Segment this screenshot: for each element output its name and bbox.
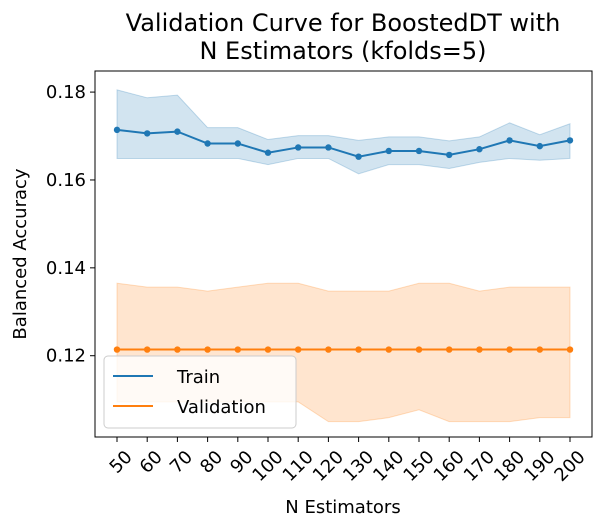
point-validation-110	[295, 346, 302, 353]
x-axis-label: N Estimators	[285, 497, 400, 518]
x-tick-label: 80	[196, 447, 227, 478]
y-tick-label: 0.12	[46, 346, 86, 367]
point-train-120	[325, 144, 332, 151]
x-tick-label: 70	[166, 447, 197, 478]
point-validation-70	[174, 346, 181, 353]
chart-title-line-1: Validation Curve for BoostedDT with	[126, 9, 561, 37]
point-train-200	[566, 137, 574, 144]
legend-label-train: Train	[176, 367, 220, 388]
point-train-90	[234, 140, 241, 147]
point-validation-140	[385, 346, 392, 353]
y-tick-label: 0.18	[46, 82, 86, 103]
point-validation-120	[325, 346, 332, 353]
x-tick-label: 50	[106, 447, 137, 478]
x-tick-label: 170	[460, 447, 499, 486]
line-train	[116, 128, 571, 158]
point-validation-180	[506, 346, 513, 353]
x-tick-label: 140	[369, 447, 408, 486]
x-tick-label: 190	[520, 447, 559, 486]
point-train-180	[506, 137, 513, 144]
x-tick-label: 100	[248, 447, 287, 486]
point-train-50	[113, 126, 121, 134]
point-validation-200	[566, 346, 574, 353]
y-axis-label: Balanced Accuracy	[10, 168, 31, 339]
point-train-80	[204, 140, 211, 147]
plot-frame	[94, 70, 593, 438]
point-validation-160	[446, 346, 453, 353]
point-train-130	[355, 153, 362, 160]
point-train-60	[144, 130, 151, 137]
point-train-70	[174, 128, 181, 135]
point-validation-150	[415, 346, 423, 353]
x-tick-label: 130	[339, 447, 378, 486]
legend-box	[103, 355, 297, 429]
x-tick-label: 120	[309, 447, 348, 486]
x-tick-label: 60	[136, 447, 167, 478]
point-train-140	[385, 147, 392, 155]
point-validation-170	[476, 346, 483, 353]
point-train-100	[264, 149, 272, 156]
x-tick-label: 150	[399, 447, 438, 486]
point-train-160	[446, 151, 453, 159]
x-tick-label: 200	[550, 447, 589, 486]
x-tick-label: 160	[430, 447, 469, 486]
y-tick-label: 0.16	[46, 170, 86, 191]
point-validation-190	[536, 346, 543, 353]
point-train-110	[295, 144, 302, 151]
point-validation-100	[264, 346, 272, 353]
legend: Train Validation	[103, 355, 297, 429]
point-train-170	[476, 146, 483, 153]
x-tick-label: 180	[490, 447, 529, 486]
y-tick-label: 0.14	[46, 258, 86, 279]
legend-label-validation: Validation	[177, 397, 266, 418]
x-tick-label: 110	[279, 447, 318, 486]
point-validation-80	[204, 346, 211, 353]
point-validation-90	[234, 346, 241, 353]
chart-title-line-2: N Estimators (kfolds=5)	[199, 37, 486, 65]
band-train	[116, 89, 571, 175]
point-train-190	[536, 142, 543, 150]
point-validation-130	[355, 346, 362, 353]
point-validation-50	[113, 346, 121, 353]
point-train-150	[415, 147, 423, 155]
point-validation-60	[144, 346, 151, 353]
